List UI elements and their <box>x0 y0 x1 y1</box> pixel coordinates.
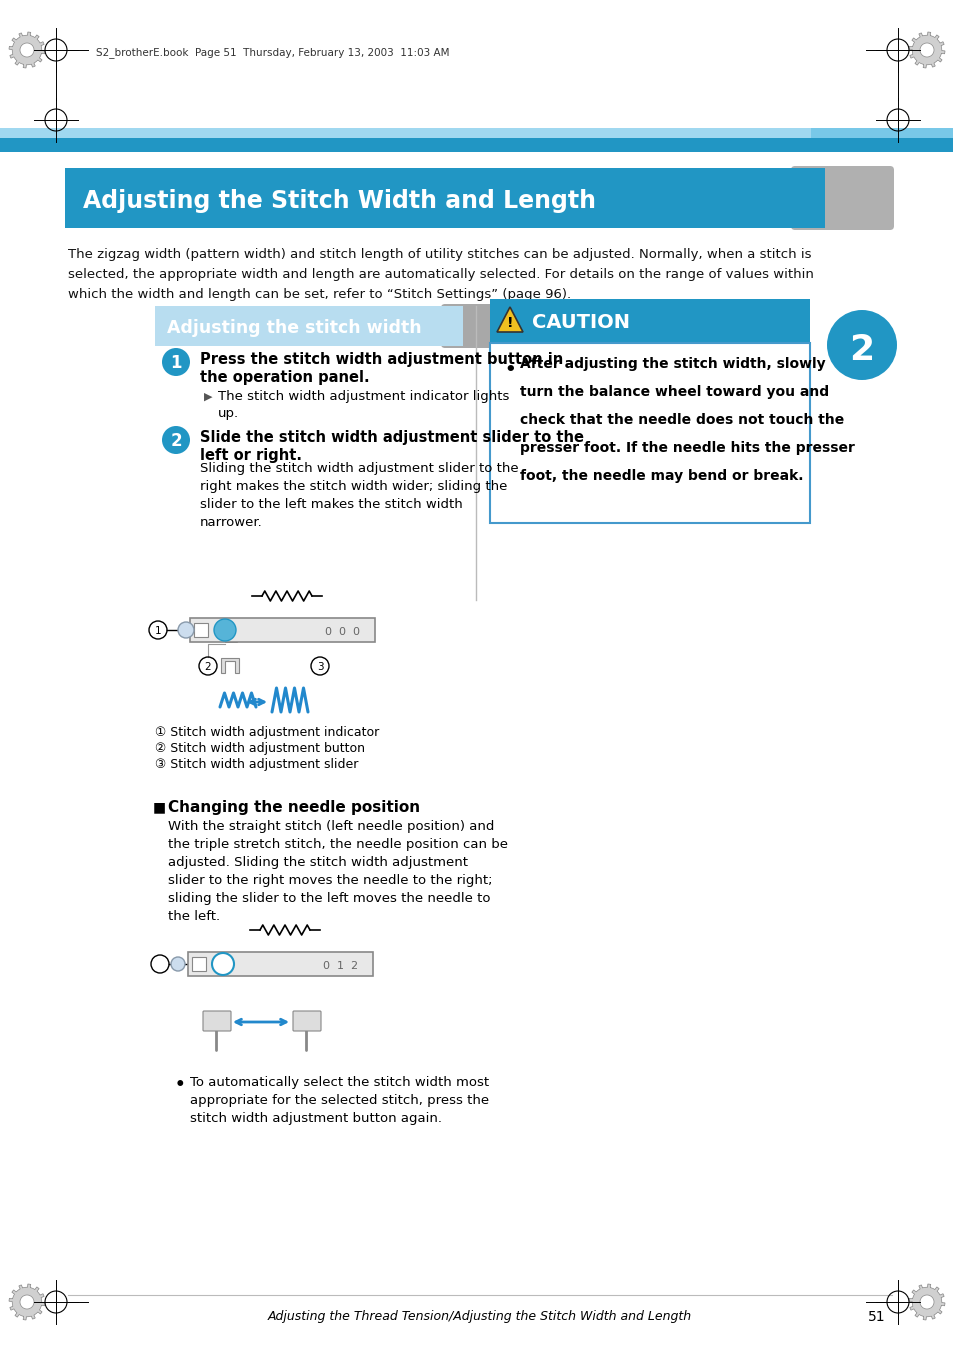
Text: Press the stitch width adjustment button in: Press the stitch width adjustment button… <box>200 353 562 367</box>
Text: up.: up. <box>218 407 239 420</box>
Bar <box>490 299 809 343</box>
FancyBboxPatch shape <box>440 304 503 349</box>
Text: ① Stitch width adjustment indicator: ① Stitch width adjustment indicator <box>154 725 379 739</box>
Circle shape <box>20 43 34 57</box>
FancyBboxPatch shape <box>203 1011 231 1031</box>
Text: Adjusting the Stitch Width and Length: Adjusting the Stitch Width and Length <box>83 189 596 213</box>
Text: 51: 51 <box>867 1310 885 1324</box>
FancyBboxPatch shape <box>293 1011 320 1031</box>
Text: 2: 2 <box>170 432 182 450</box>
Text: 0  0  0: 0 0 0 <box>325 627 359 638</box>
Text: selected, the appropriate width and length are automatically selected. For detai: selected, the appropriate width and leng… <box>68 267 813 281</box>
Text: ▶: ▶ <box>204 392 213 403</box>
Text: 1: 1 <box>170 354 182 372</box>
Bar <box>188 952 373 975</box>
Circle shape <box>178 621 193 638</box>
Text: ③ Stitch width adjustment slider: ③ Stitch width adjustment slider <box>154 758 358 771</box>
Text: After adjusting the stitch width, slowly: After adjusting the stitch width, slowly <box>519 357 824 372</box>
Bar <box>65 168 804 228</box>
Polygon shape <box>908 32 944 68</box>
Circle shape <box>162 349 190 376</box>
Polygon shape <box>9 32 45 68</box>
Text: Sliding the stitch width adjustment slider to the: Sliding the stitch width adjustment slid… <box>200 462 518 476</box>
Text: The zigzag width (pattern width) and stitch length of utility stitches can be ad: The zigzag width (pattern width) and sti… <box>68 249 811 261</box>
Text: turn the balance wheel toward you and: turn the balance wheel toward you and <box>519 385 828 399</box>
Text: presser foot. If the needle hits the presser: presser foot. If the needle hits the pre… <box>519 440 854 455</box>
Text: appropriate for the selected stitch, press the: appropriate for the selected stitch, pre… <box>190 1094 489 1106</box>
Circle shape <box>162 426 190 454</box>
Bar <box>190 617 375 642</box>
Polygon shape <box>497 307 522 332</box>
Text: Adjusting the stitch width: Adjusting the stitch width <box>167 319 421 336</box>
Text: stitch width adjustment button again.: stitch width adjustment button again. <box>190 1112 441 1125</box>
Text: ② Stitch width adjustment button: ② Stitch width adjustment button <box>154 742 365 755</box>
Text: The stitch width adjustment indicator lights: The stitch width adjustment indicator li… <box>218 390 509 403</box>
Circle shape <box>20 1296 34 1309</box>
Text: check that the needle does not touch the: check that the needle does not touch the <box>519 413 843 427</box>
Bar <box>794 168 824 228</box>
Text: •: • <box>174 1075 186 1094</box>
FancyBboxPatch shape <box>790 166 893 230</box>
Text: !: ! <box>506 316 513 330</box>
Bar <box>192 957 206 971</box>
Bar <box>0 128 953 138</box>
Polygon shape <box>221 658 239 673</box>
Text: S2_brotherE.book  Page 51  Thursday, February 13, 2003  11:03 AM: S2_brotherE.book Page 51 Thursday, Febru… <box>96 47 449 58</box>
Bar <box>0 128 810 138</box>
Text: narrower.: narrower. <box>200 516 262 530</box>
Bar <box>490 343 809 523</box>
Text: 1: 1 <box>154 626 161 636</box>
Text: Adjusting the Thread Tension/Adjusting the Stitch Width and Length: Adjusting the Thread Tension/Adjusting t… <box>268 1310 691 1323</box>
Text: Changing the needle position: Changing the needle position <box>168 800 419 815</box>
Text: foot, the needle may bend or break.: foot, the needle may bend or break. <box>519 469 802 484</box>
Text: 2: 2 <box>848 332 874 367</box>
Text: sliding the slider to the left moves the needle to: sliding the slider to the left moves the… <box>168 892 490 905</box>
Text: To automatically select the stitch width most: To automatically select the stitch width… <box>190 1075 489 1089</box>
Circle shape <box>919 1296 933 1309</box>
Text: slider to the right moves the needle to the right;: slider to the right moves the needle to … <box>168 874 492 888</box>
Text: the operation panel.: the operation panel. <box>200 370 369 385</box>
Bar <box>444 305 462 346</box>
Text: 2: 2 <box>205 662 212 671</box>
Text: 0  1  2: 0 1 2 <box>323 961 357 971</box>
Text: Slide the stitch width adjustment slider to the: Slide the stitch width adjustment slider… <box>200 430 583 444</box>
Circle shape <box>213 619 235 640</box>
Bar <box>193 623 208 638</box>
Text: ■: ■ <box>152 800 166 815</box>
FancyBboxPatch shape <box>154 305 450 346</box>
Circle shape <box>919 43 933 57</box>
Circle shape <box>212 952 233 975</box>
Text: the left.: the left. <box>168 911 220 923</box>
Text: •: • <box>503 361 515 380</box>
Text: CAUTION: CAUTION <box>532 313 629 332</box>
Circle shape <box>171 957 185 971</box>
Circle shape <box>826 309 896 380</box>
Bar <box>0 138 953 153</box>
Text: left or right.: left or right. <box>200 449 302 463</box>
Text: the triple stretch stitch, the needle position can be: the triple stretch stitch, the needle po… <box>168 838 507 851</box>
Text: With the straight stitch (left needle position) and: With the straight stitch (left needle po… <box>168 820 494 834</box>
Text: adjusted. Sliding the stitch width adjustment: adjusted. Sliding the stitch width adjus… <box>168 857 468 869</box>
Text: slider to the left makes the stitch width: slider to the left makes the stitch widt… <box>200 499 462 511</box>
Text: which the width and length can be set, refer to “Stitch Settings” (page 96).: which the width and length can be set, r… <box>68 288 571 301</box>
Polygon shape <box>9 1283 45 1320</box>
Text: 3: 3 <box>316 662 323 671</box>
Text: right makes the stitch width wider; sliding the: right makes the stitch width wider; slid… <box>200 480 507 493</box>
Polygon shape <box>908 1283 944 1320</box>
